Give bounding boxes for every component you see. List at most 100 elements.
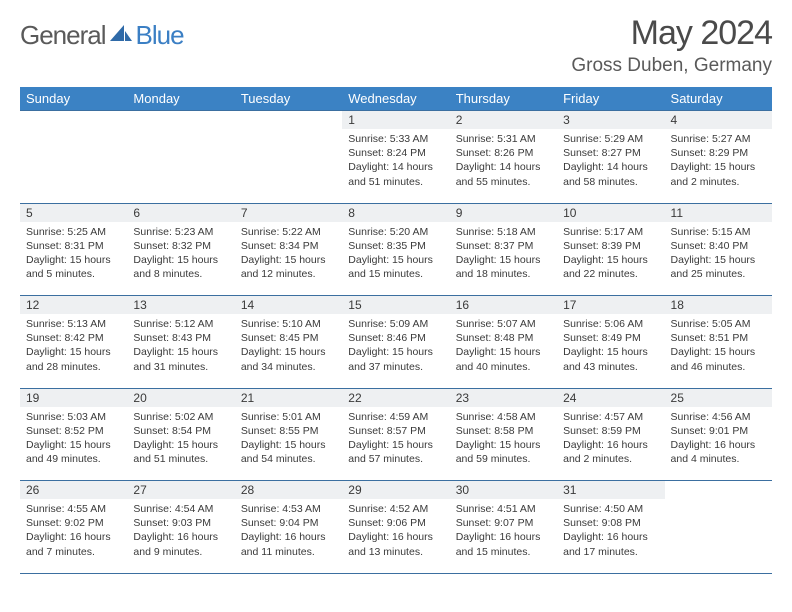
sunrise-line: Sunrise: 5:33 AM xyxy=(348,132,443,146)
day-detail-cell: Sunrise: 4:55 AMSunset: 9:02 PMDaylight:… xyxy=(20,499,127,573)
daylight-line: Daylight: 14 hours and 55 minutes. xyxy=(456,160,551,188)
sunrise-line: Sunrise: 5:05 AM xyxy=(671,317,766,331)
sunset-line: Sunset: 9:03 PM xyxy=(133,516,228,530)
day-detail-cell: Sunrise: 5:05 AMSunset: 8:51 PMDaylight:… xyxy=(665,314,772,388)
day-number-cell: 3 xyxy=(557,111,664,130)
sunset-line: Sunset: 9:07 PM xyxy=(456,516,551,530)
daylight-line: Daylight: 15 hours and 34 minutes. xyxy=(241,345,336,373)
day-number-cell xyxy=(20,111,127,130)
sunrise-line: Sunrise: 4:57 AM xyxy=(563,410,658,424)
sunset-line: Sunset: 9:06 PM xyxy=(348,516,443,530)
day-number-cell: 8 xyxy=(342,203,449,222)
day-detail-cell: Sunrise: 4:56 AMSunset: 9:01 PMDaylight:… xyxy=(665,407,772,481)
weekday-header: Tuesday xyxy=(235,87,342,111)
sunrise-line: Sunrise: 4:53 AM xyxy=(241,502,336,516)
day-number-cell: 15 xyxy=(342,296,449,315)
sunset-line: Sunset: 8:45 PM xyxy=(241,331,336,345)
sunset-line: Sunset: 8:37 PM xyxy=(456,239,551,253)
daynum-row: 262728293031 xyxy=(20,481,772,500)
sunset-line: Sunset: 8:55 PM xyxy=(241,424,336,438)
daylight-line: Daylight: 15 hours and 2 minutes. xyxy=(671,160,766,188)
sunset-line: Sunset: 8:43 PM xyxy=(133,331,228,345)
weekday-header: Monday xyxy=(127,87,234,111)
sunset-line: Sunset: 8:52 PM xyxy=(26,424,121,438)
sunrise-line: Sunrise: 5:20 AM xyxy=(348,225,443,239)
sunset-line: Sunset: 8:32 PM xyxy=(133,239,228,253)
day-number-cell: 7 xyxy=(235,203,342,222)
sunrise-line: Sunrise: 5:02 AM xyxy=(133,410,228,424)
month-title: May 2024 xyxy=(571,14,772,53)
day-detail-cell: Sunrise: 5:15 AMSunset: 8:40 PMDaylight:… xyxy=(665,222,772,296)
sunrise-line: Sunrise: 4:54 AM xyxy=(133,502,228,516)
day-detail-cell: Sunrise: 4:50 AMSunset: 9:08 PMDaylight:… xyxy=(557,499,664,573)
title-block: May 2024 Gross Duben, Germany xyxy=(571,14,772,77)
daylight-line: Daylight: 15 hours and 28 minutes. xyxy=(26,345,121,373)
day-detail-cell xyxy=(665,499,772,573)
sunrise-line: Sunrise: 5:25 AM xyxy=(26,225,121,239)
day-detail-cell: Sunrise: 5:31 AMSunset: 8:26 PMDaylight:… xyxy=(450,129,557,203)
day-detail-cell: Sunrise: 5:17 AMSunset: 8:39 PMDaylight:… xyxy=(557,222,664,296)
day-detail-cell xyxy=(20,129,127,203)
detail-row: Sunrise: 5:03 AMSunset: 8:52 PMDaylight:… xyxy=(20,407,772,481)
detail-row: Sunrise: 4:55 AMSunset: 9:02 PMDaylight:… xyxy=(20,499,772,573)
brand-logo: General Blue xyxy=(20,20,184,51)
day-number-cell: 17 xyxy=(557,296,664,315)
day-detail-cell xyxy=(235,129,342,203)
sunset-line: Sunset: 8:59 PM xyxy=(563,424,658,438)
day-detail-cell: Sunrise: 5:22 AMSunset: 8:34 PMDaylight:… xyxy=(235,222,342,296)
daylight-line: Daylight: 15 hours and 40 minutes. xyxy=(456,345,551,373)
daynum-row: 12131415161718 xyxy=(20,296,772,315)
weekday-header-row: Sunday Monday Tuesday Wednesday Thursday… xyxy=(20,87,772,111)
daylight-line: Daylight: 15 hours and 12 minutes. xyxy=(241,253,336,281)
day-number-cell: 13 xyxy=(127,296,234,315)
daylight-line: Daylight: 15 hours and 15 minutes. xyxy=(348,253,443,281)
day-detail-cell: Sunrise: 4:51 AMSunset: 9:07 PMDaylight:… xyxy=(450,499,557,573)
daylight-line: Daylight: 15 hours and 54 minutes. xyxy=(241,438,336,466)
daylight-line: Daylight: 15 hours and 22 minutes. xyxy=(563,253,658,281)
day-number-cell: 23 xyxy=(450,388,557,407)
sunrise-line: Sunrise: 5:12 AM xyxy=(133,317,228,331)
calendar-table: Sunday Monday Tuesday Wednesday Thursday… xyxy=(20,87,772,574)
sunset-line: Sunset: 8:31 PM xyxy=(26,239,121,253)
day-number-cell: 27 xyxy=(127,481,234,500)
sunrise-line: Sunrise: 5:15 AM xyxy=(671,225,766,239)
day-detail-cell: Sunrise: 4:52 AMSunset: 9:06 PMDaylight:… xyxy=(342,499,449,573)
day-detail-cell: Sunrise: 5:27 AMSunset: 8:29 PMDaylight:… xyxy=(665,129,772,203)
day-number-cell: 18 xyxy=(665,296,772,315)
day-number-cell: 29 xyxy=(342,481,449,500)
sunset-line: Sunset: 8:27 PM xyxy=(563,146,658,160)
day-number-cell: 5 xyxy=(20,203,127,222)
day-number-cell: 6 xyxy=(127,203,234,222)
day-detail-cell: Sunrise: 4:53 AMSunset: 9:04 PMDaylight:… xyxy=(235,499,342,573)
sunrise-line: Sunrise: 4:50 AM xyxy=(563,502,658,516)
day-detail-cell: Sunrise: 4:58 AMSunset: 8:58 PMDaylight:… xyxy=(450,407,557,481)
day-number-cell: 12 xyxy=(20,296,127,315)
sunrise-line: Sunrise: 4:56 AM xyxy=(671,410,766,424)
day-detail-cell: Sunrise: 5:10 AMSunset: 8:45 PMDaylight:… xyxy=(235,314,342,388)
daylight-line: Daylight: 16 hours and 7 minutes. xyxy=(26,530,121,558)
weekday-header: Sunday xyxy=(20,87,127,111)
brand-text-general: General xyxy=(20,20,106,51)
day-detail-cell: Sunrise: 4:57 AMSunset: 8:59 PMDaylight:… xyxy=(557,407,664,481)
sunset-line: Sunset: 8:58 PM xyxy=(456,424,551,438)
sunset-line: Sunset: 8:49 PM xyxy=(563,331,658,345)
sunset-line: Sunset: 8:35 PM xyxy=(348,239,443,253)
day-number-cell: 28 xyxy=(235,481,342,500)
sunset-line: Sunset: 9:02 PM xyxy=(26,516,121,530)
daylight-line: Daylight: 15 hours and 51 minutes. xyxy=(133,438,228,466)
daylight-line: Daylight: 15 hours and 46 minutes. xyxy=(671,345,766,373)
sunset-line: Sunset: 8:34 PM xyxy=(241,239,336,253)
detail-row: Sunrise: 5:25 AMSunset: 8:31 PM Daylight:… xyxy=(20,222,772,296)
sunrise-line: Sunrise: 5:03 AM xyxy=(26,410,121,424)
day-number-cell: 10 xyxy=(557,203,664,222)
daylight-line: Daylight: 16 hours and 9 minutes. xyxy=(133,530,228,558)
daylight-line: Daylight: 16 hours and 2 minutes. xyxy=(563,438,658,466)
location-label: Gross Duben, Germany xyxy=(571,55,772,77)
daynum-row: 19202122232425 xyxy=(20,388,772,407)
detail-row: Sunrise: 5:33 AMSunset: 8:24 PMDaylight:… xyxy=(20,129,772,203)
daylight-line: Daylight: 15 hours and 49 minutes. xyxy=(26,438,121,466)
day-number-cell: 9 xyxy=(450,203,557,222)
daynum-row: 1234 xyxy=(20,111,772,130)
sunset-line: Sunset: 8:54 PM xyxy=(133,424,228,438)
weekday-header: Thursday xyxy=(450,87,557,111)
